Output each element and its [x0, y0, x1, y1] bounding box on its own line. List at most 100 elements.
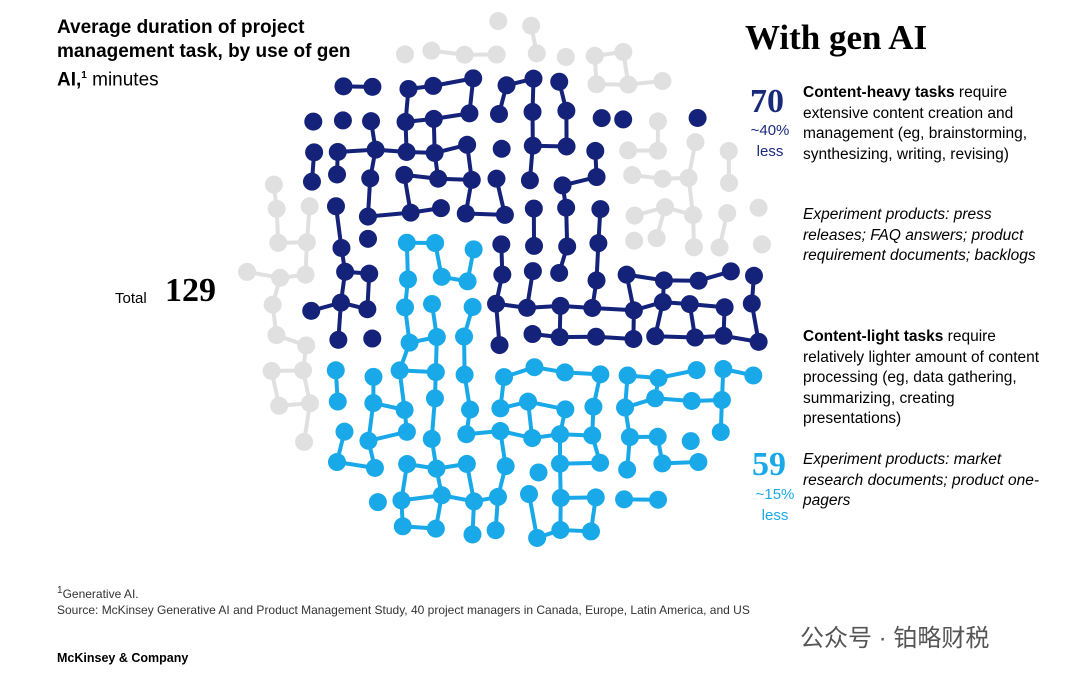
dot: [557, 198, 576, 217]
dot: [583, 426, 602, 445]
dot: [653, 169, 672, 188]
dot: [682, 391, 701, 410]
dot: [457, 425, 476, 444]
dot: [550, 454, 569, 473]
dot: [646, 327, 665, 346]
dot: [363, 329, 382, 348]
dot: [390, 361, 409, 380]
title-sup: 1: [81, 70, 87, 81]
dot: [302, 301, 321, 320]
dot: [264, 175, 283, 194]
light-pct: ~15% less: [750, 484, 800, 526]
dot: [432, 267, 451, 286]
dot: [591, 365, 610, 384]
dot: [523, 262, 542, 281]
dot: [393, 517, 412, 536]
dot: [646, 389, 665, 408]
dot: [358, 300, 377, 319]
dot: [305, 143, 324, 162]
dot: [328, 392, 347, 411]
dot: [401, 203, 420, 222]
dot: [456, 204, 475, 223]
brand: McKinsey & Company: [57, 651, 189, 665]
dot: [615, 490, 634, 509]
dot: [492, 139, 511, 158]
dot: [744, 366, 763, 385]
dot: [551, 488, 570, 507]
dot: [649, 368, 668, 387]
dot: [267, 326, 286, 345]
dot: [400, 333, 419, 352]
lead: Content-heavy tasks: [803, 84, 955, 101]
dot: [752, 235, 771, 254]
dot: [364, 367, 383, 386]
heavy-text: Content-heavy tasks require extensive co…: [803, 83, 1053, 165]
dot: [653, 71, 672, 90]
dot: [423, 294, 442, 313]
dot: [332, 238, 351, 257]
dot: [262, 361, 281, 380]
dot: [422, 41, 441, 60]
dot: [680, 295, 699, 314]
dot: [270, 396, 289, 415]
dot: [492, 235, 511, 254]
dot: [519, 392, 538, 411]
dot: [427, 459, 446, 478]
dot: [328, 165, 347, 184]
dot: [614, 110, 633, 129]
dot: [392, 491, 411, 510]
dot: [529, 463, 548, 482]
dot: [263, 295, 282, 314]
dot: [686, 328, 705, 347]
light-text: Content-light tasks require relatively l…: [803, 327, 1053, 430]
title-text: Average duration of project management t…: [57, 17, 351, 91]
pct: ~15%: [755, 486, 795, 503]
dot: [295, 432, 314, 451]
light-examples: Experiment products: market research doc…: [803, 450, 1053, 512]
dot: [395, 400, 414, 419]
dot: [616, 398, 635, 417]
dot: [720, 173, 739, 192]
dot: [328, 142, 347, 161]
dot: [585, 46, 604, 65]
dot: [557, 137, 576, 156]
dot: [425, 143, 444, 162]
dot: [296, 265, 315, 284]
dot: [550, 263, 569, 282]
dot: [686, 133, 705, 152]
dot: [267, 199, 286, 218]
total-label: Total: [115, 290, 147, 307]
dot: [364, 394, 383, 413]
dot: [460, 104, 479, 123]
dot: [488, 487, 507, 506]
dot: [523, 136, 542, 155]
dot: [520, 485, 539, 504]
dot: [464, 69, 483, 88]
dot: [395, 45, 414, 64]
dot: [463, 525, 482, 544]
dot: [493, 265, 512, 284]
dot: [335, 422, 354, 441]
dot: [358, 229, 377, 248]
dot: [465, 492, 484, 511]
title-unit: minutes: [86, 69, 159, 91]
dot: [589, 234, 608, 253]
dot: [297, 336, 316, 355]
dot: [689, 271, 708, 290]
dot: [551, 520, 570, 539]
dot: [365, 458, 384, 477]
dot: [687, 361, 706, 380]
dot: [619, 141, 638, 160]
dot: [618, 460, 637, 479]
total-value: 129: [165, 272, 216, 309]
dot: [426, 234, 445, 253]
dot: [461, 400, 480, 419]
dot: [399, 270, 418, 289]
dot: [424, 109, 443, 128]
pct: ~40%: [750, 122, 790, 139]
lead: Content-light tasks: [803, 328, 944, 345]
dot: [711, 423, 730, 442]
watermark: 公众号 · 铂略财税: [800, 625, 990, 652]
dot: [396, 298, 415, 317]
examples: Experiment products: press releases; FAQ…: [803, 206, 1036, 264]
